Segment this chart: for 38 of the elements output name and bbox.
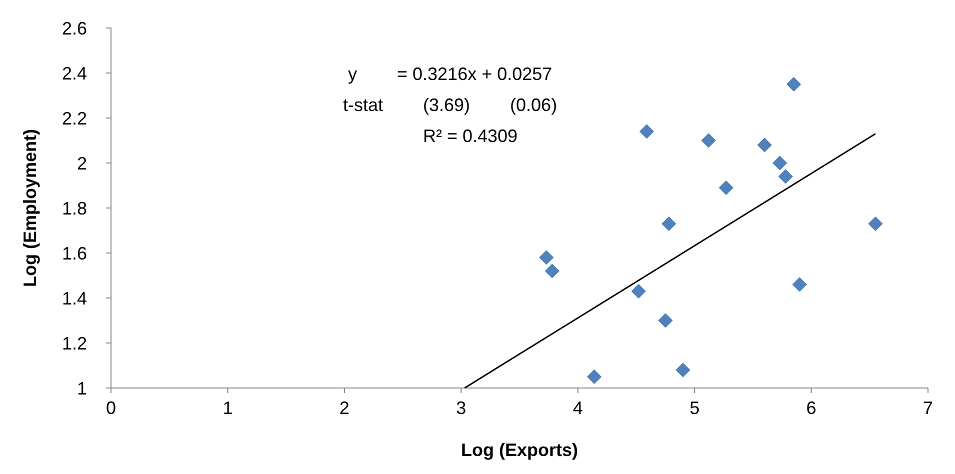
point bbox=[676, 362, 690, 378]
y-tick-label: 1 bbox=[76, 378, 87, 398]
point bbox=[786, 77, 802, 92]
y-tick-label: 2.4 bbox=[62, 63, 87, 84]
point bbox=[662, 216, 676, 231]
y-axis-title: Log (Employment) bbox=[20, 129, 40, 287]
x-axis-title: Log (Exports) bbox=[461, 440, 578, 460]
point bbox=[757, 138, 772, 152]
point bbox=[639, 124, 654, 139]
y-tick-label: 1.6 bbox=[62, 243, 87, 264]
x-tick-label: 2 bbox=[339, 398, 350, 418]
point bbox=[539, 250, 554, 265]
y-tick-label: 2 bbox=[76, 153, 87, 174]
x-tick-label: 5 bbox=[690, 398, 700, 418]
annotation: y = 0.3216x + 0.0257 bbox=[348, 64, 552, 84]
point bbox=[868, 216, 883, 231]
point bbox=[658, 313, 673, 328]
point bbox=[778, 169, 793, 184]
point bbox=[701, 133, 716, 148]
point bbox=[772, 156, 788, 170]
annotation: R² = 0.4309 bbox=[423, 126, 518, 146]
x-tick-label: 1 bbox=[222, 398, 233, 418]
annotation: t-stat (3.69) (0.06) bbox=[343, 95, 558, 115]
y-tick-label: 1.2 bbox=[62, 333, 87, 354]
x-tick-label: 6 bbox=[806, 398, 816, 418]
point bbox=[718, 180, 734, 195]
point bbox=[544, 264, 560, 278]
y-tick-label: 2.6 bbox=[62, 18, 87, 38]
point bbox=[631, 284, 646, 298]
y-tick-label: 2.2 bbox=[62, 108, 87, 128]
x-tick-label: 3 bbox=[456, 398, 466, 418]
x-tick-label: 0 bbox=[106, 398, 116, 418]
x-tick-label: 4 bbox=[572, 398, 583, 418]
x-tick-label: 7 bbox=[922, 398, 934, 418]
y-tick-label: 1.4 bbox=[62, 288, 87, 308]
y-tick-label: 1.8 bbox=[62, 198, 87, 218]
point bbox=[792, 277, 807, 292]
point bbox=[586, 370, 602, 384]
